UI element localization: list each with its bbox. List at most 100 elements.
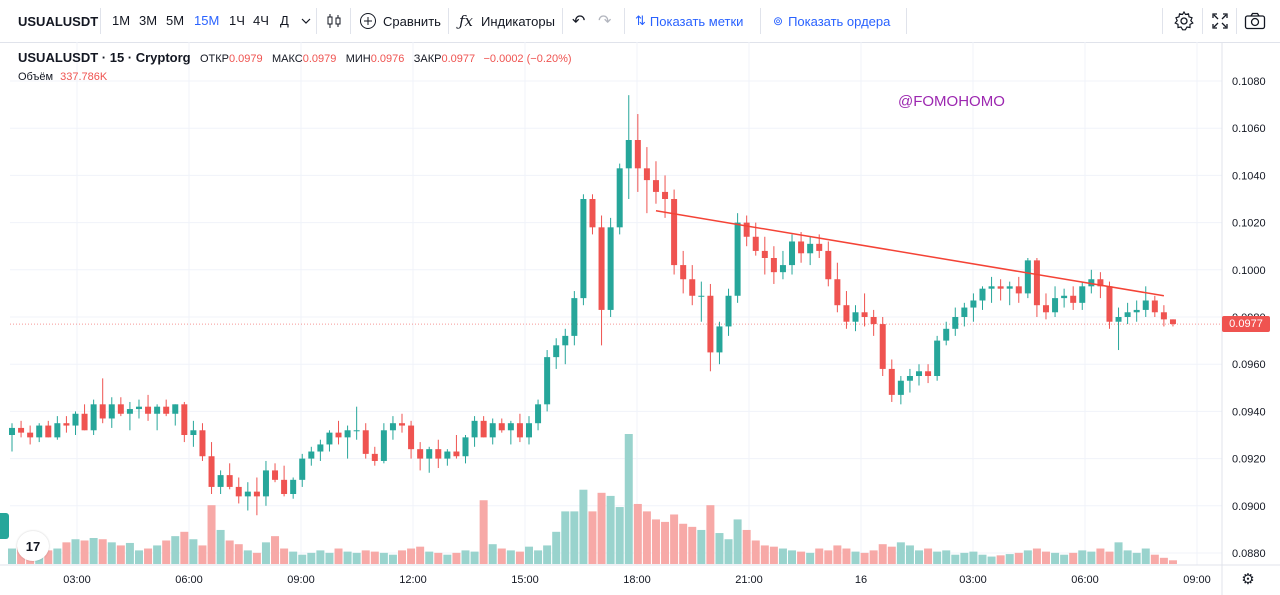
interval-15m[interactable]: 15М (194, 13, 220, 28)
interval-3m[interactable]: 3М (139, 13, 158, 28)
side-panel-handle[interactable] (0, 513, 9, 539)
symbol-search-button[interactable]: USUALUSDT (18, 13, 99, 29)
volume-bar (234, 544, 243, 564)
volume-bar (370, 551, 379, 564)
volume-bar (207, 505, 216, 564)
candle-body (1024, 260, 1031, 294)
candle-body (281, 479, 288, 494)
legend-title[interactable]: USUALUSDT · 15 · Cryptorg (18, 50, 191, 65)
candle-body (761, 250, 768, 258)
volume-bar (261, 542, 270, 564)
candle-body (516, 423, 523, 438)
candle-body (707, 295, 714, 353)
candle-body (861, 312, 868, 317)
interval-5m[interactable]: 5М (166, 13, 185, 28)
change-value: −0.0002 (−0.20%) (483, 53, 572, 65)
candle-body (1133, 309, 1140, 313)
candle-type-icon[interactable] (325, 0, 343, 42)
volume-bar (71, 539, 80, 564)
volume-bar (633, 503, 642, 564)
volume-bar (171, 536, 180, 564)
time-tick-label: 03:00 (959, 574, 987, 586)
volume-bar (98, 539, 107, 564)
volume-bar (851, 551, 860, 564)
divider (1202, 8, 1203, 34)
candle-body (1115, 317, 1122, 322)
volume-bar (1105, 551, 1114, 564)
volume-bar (180, 531, 189, 564)
legend: USUALUSDT · 15 · Cryptorg ОТКР0.0979 МАК… (18, 50, 572, 65)
plus-circle-icon (360, 13, 376, 29)
candle-body (1052, 298, 1059, 313)
axis-settings-gear-icon[interactable]: ⚙ (1241, 571, 1254, 588)
price-tick-label: 0.0880 (1232, 548, 1266, 560)
show-orders-button[interactable]: ⊚ Показать ордера (773, 0, 890, 42)
undo-icon[interactable]: ↶ (572, 13, 586, 30)
interval-1m[interactable]: 1М (112, 13, 131, 28)
volume-bar (996, 555, 1005, 564)
candle-body (689, 279, 696, 296)
candle-body (45, 425, 52, 438)
time-tick-label: 12:00 (399, 574, 427, 586)
function-icon: ƒx (459, 12, 474, 30)
volume-bar (1123, 550, 1132, 564)
fullscreen-icon[interactable] (1211, 0, 1229, 42)
price-tick-label: 0.1040 (1232, 170, 1266, 182)
candle-body (181, 404, 188, 435)
chart-area[interactable]: 0.10800.10600.10400.10200.10000.09800.09… (0, 42, 1280, 595)
price-chart[interactable]: 0.10800.10600.10400.10200.10000.09800.09… (0, 42, 1280, 595)
volume-bar (824, 550, 833, 564)
volume-bar (189, 539, 198, 564)
volume-bar (670, 514, 679, 564)
candle-body (444, 451, 451, 459)
volume-bar (416, 546, 425, 564)
divider (350, 8, 351, 34)
tradingview-logo[interactable]: 17 (17, 531, 49, 561)
candle-body (580, 199, 587, 299)
indicators-button[interactable]: ƒx Индикаторы (459, 0, 555, 42)
divider (906, 8, 907, 34)
trendline (655, 210, 1165, 297)
price-tick-label: 0.0960 (1232, 359, 1266, 371)
candle-body (217, 475, 224, 487)
volume-bar (869, 550, 878, 564)
interval-1d[interactable]: Д (280, 13, 289, 28)
divider (624, 8, 625, 34)
candle-body (680, 265, 687, 280)
show-marks-label: Показать метки (649, 13, 744, 29)
volume-bar (760, 545, 769, 564)
candle-body (262, 470, 269, 497)
show-marks-button[interactable]: ⇅ Показать метки (635, 0, 743, 42)
volume-bar (107, 542, 116, 564)
volume-bar (488, 544, 497, 564)
volume-bar (797, 551, 806, 564)
candle-body (335, 432, 342, 438)
chevron-down-icon[interactable] (298, 0, 314, 42)
volume-bar (751, 540, 760, 564)
interval-1h[interactable]: 1Ч (229, 13, 245, 28)
candle-body (897, 380, 904, 395)
candle-body (662, 191, 669, 199)
candle-body (235, 486, 242, 497)
candle-body (135, 406, 142, 410)
volume-bar (1014, 552, 1023, 564)
camera-snapshot-icon[interactable] (1244, 0, 1266, 42)
volume-bar (361, 550, 370, 564)
settings-gear-icon[interactable] (1173, 0, 1195, 42)
candle-body (525, 423, 532, 438)
volume-bar (434, 552, 443, 564)
candle-body (916, 371, 922, 376)
time-tick-label: 09:00 (287, 574, 315, 586)
candle-body (1124, 312, 1131, 317)
volume-bar (651, 519, 660, 564)
volume-bar (661, 521, 670, 564)
volume-bar (896, 542, 905, 564)
redo-icon[interactable]: ↷ (598, 13, 612, 30)
interval-4h[interactable]: 4Ч (253, 13, 269, 28)
price-tick-label: 0.1000 (1232, 265, 1266, 277)
indicators-label: Индикаторы (481, 13, 555, 29)
compare-button[interactable]: Сравнить (359, 0, 441, 42)
candle-body (1061, 295, 1068, 299)
volume-bar (697, 529, 706, 564)
candle-body (399, 423, 406, 426)
